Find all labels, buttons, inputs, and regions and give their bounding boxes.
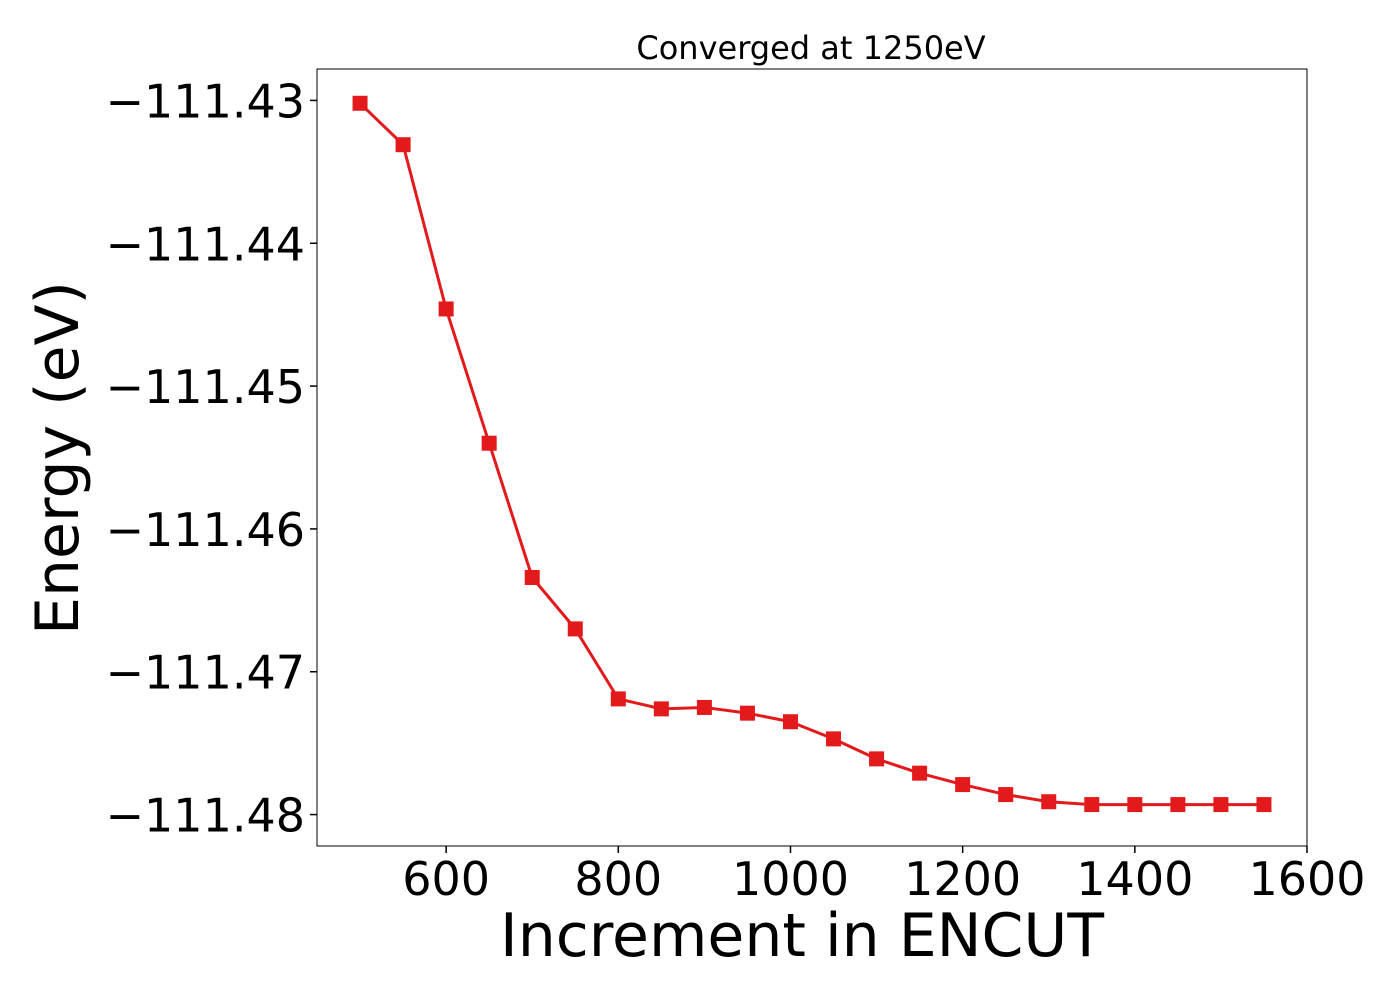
data-point-marker bbox=[1041, 794, 1057, 810]
data-point-marker bbox=[696, 699, 712, 715]
data-point-marker bbox=[610, 691, 626, 707]
data-point-marker bbox=[782, 714, 798, 730]
x-tick-label: 1600 bbox=[1248, 852, 1365, 906]
data-point-marker bbox=[1084, 797, 1100, 813]
plot-area: 600 800 1000 1200 1400 1600 −111.43 −111.44 −111… bbox=[106, 74, 1366, 906]
plot-frame bbox=[316, 68, 1308, 847]
data-point-marker bbox=[481, 435, 497, 451]
data-point-marker bbox=[352, 95, 368, 111]
data-point-marker bbox=[998, 787, 1014, 803]
data-point-marker bbox=[739, 705, 755, 721]
data-point-marker bbox=[524, 569, 540, 585]
series-line bbox=[359, 102, 1264, 807]
y-axis-title: Energy (eV) bbox=[23, 281, 93, 635]
data-point-marker bbox=[1213, 797, 1229, 813]
data-point-marker bbox=[395, 137, 411, 153]
x-tick-label: 1400 bbox=[1076, 852, 1193, 906]
y-tick-label: −111.45 bbox=[106, 360, 306, 414]
x-tick-label: 1000 bbox=[732, 852, 849, 906]
data-point-marker bbox=[653, 701, 669, 717]
data-point-marker bbox=[912, 765, 928, 781]
x-tick-label: 600 bbox=[402, 852, 490, 906]
data-point-marker bbox=[1256, 797, 1272, 813]
x-tick-label: 800 bbox=[574, 852, 662, 906]
y-tick-label: −111.48 bbox=[106, 789, 306, 843]
x-axis-title: Increment in ENCUT bbox=[500, 901, 1104, 971]
data-point-marker bbox=[826, 731, 842, 747]
data-point-marker bbox=[1127, 797, 1143, 813]
data-point-marker bbox=[567, 621, 583, 637]
chart-title: Converged at 1250eV bbox=[636, 29, 985, 67]
data-point-marker bbox=[955, 777, 971, 793]
x-tick-label: 1200 bbox=[904, 852, 1021, 906]
y-tick-label: −111.44 bbox=[106, 217, 306, 271]
data-point-marker bbox=[1170, 797, 1186, 813]
y-tick-label: −111.47 bbox=[106, 646, 306, 700]
y-tick-label: −111.46 bbox=[106, 503, 306, 557]
data-point-marker bbox=[438, 301, 454, 317]
data-point-marker bbox=[869, 751, 885, 767]
y-tick-label: −111.43 bbox=[106, 74, 306, 128]
